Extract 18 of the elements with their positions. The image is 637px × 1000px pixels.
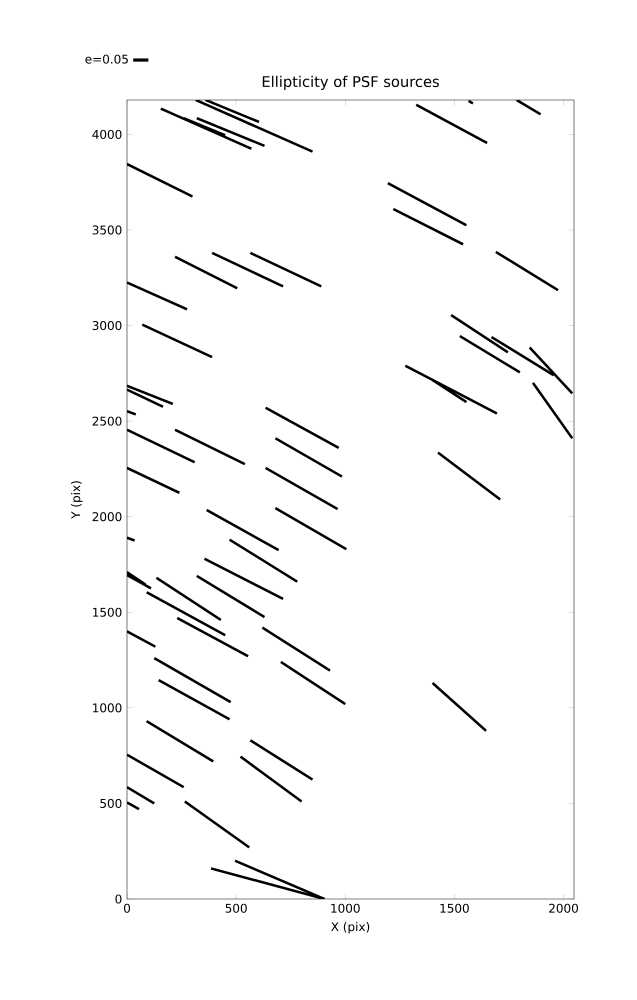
x-tick-label: 1500: [440, 904, 469, 913]
x-tick-label: 500: [226, 904, 247, 913]
y-tick-label: 2000: [92, 512, 122, 522]
y-tick-label: 1000: [93, 703, 122, 712]
chart-title: Ellipticity of PSF sources: [262, 76, 439, 90]
y-tick-label: 0: [115, 894, 122, 904]
y-axis-title: Y (pix): [70, 481, 83, 519]
legend-label: e=0.05: [85, 54, 128, 64]
y-tick-label: 3500: [92, 225, 122, 235]
x-tick-label: 0: [124, 904, 130, 913]
y-tick-label: 3000: [92, 321, 122, 330]
x-tick-label: 2000: [549, 904, 578, 913]
x-tick-label: 1000: [331, 904, 360, 913]
y-tick-label: 1500: [93, 608, 122, 617]
y-tick-label: 4000: [92, 130, 122, 139]
y-tick-label: 500: [100, 798, 122, 808]
x-axis-title: X (pix): [331, 922, 370, 934]
y-tick-label: 2500: [92, 416, 122, 426]
